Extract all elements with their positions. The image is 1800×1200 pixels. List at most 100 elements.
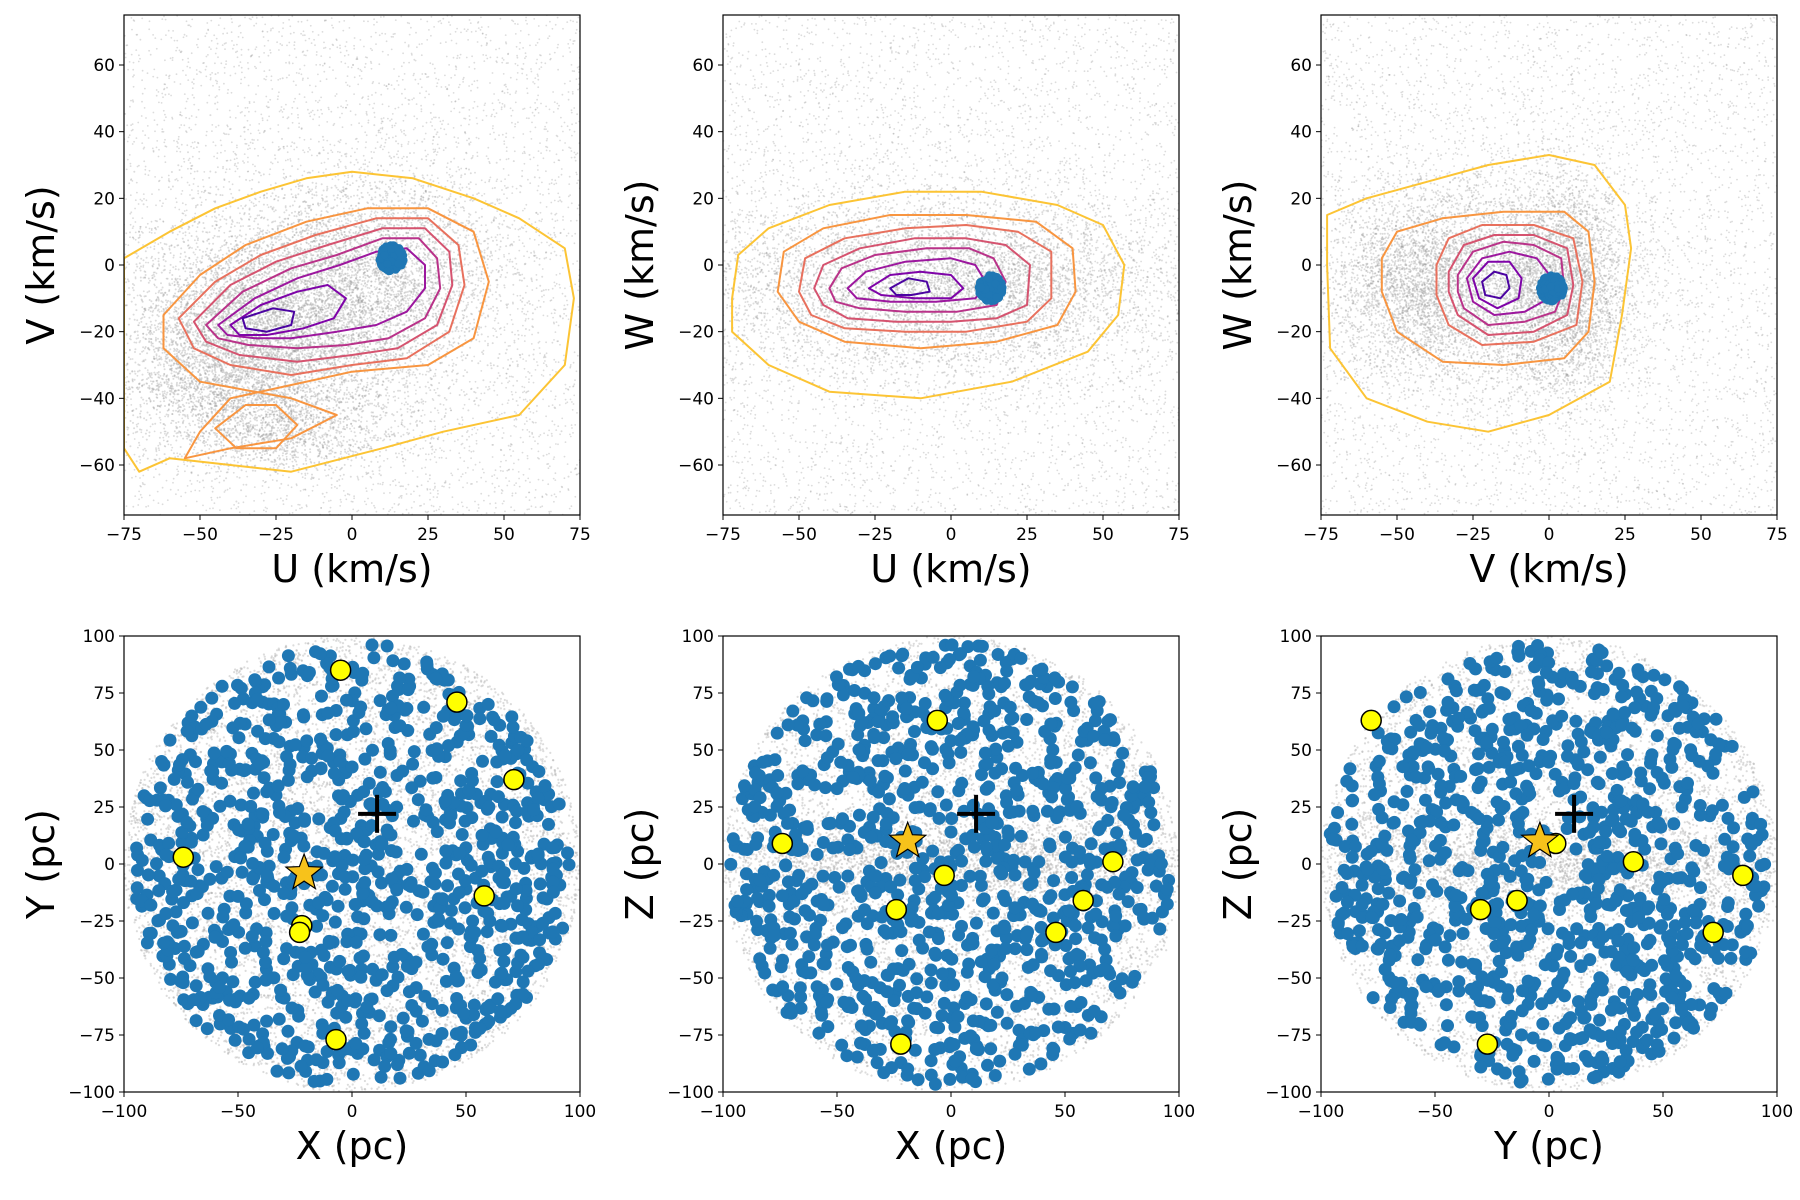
y-tick-label: 75 (93, 684, 115, 704)
highlighted-star-4 (1507, 891, 1527, 911)
x-axis-label: X (pc) (895, 1124, 1008, 1168)
highlighted-star-0 (927, 710, 947, 730)
x-tick-label: −50 (182, 525, 218, 545)
y-axis-label: Z (pc) (1216, 808, 1260, 921)
panel-bottom-right-plot-area (1321, 635, 1777, 1092)
panel-top-left-plot-area (4, 14, 624, 516)
y-tick-label: 50 (692, 741, 714, 761)
x-axis-label: V (km/s) (1469, 547, 1628, 591)
y-axis-label: W (km/s) (618, 180, 662, 351)
highlighted-star-1 (772, 834, 792, 854)
y-axis-label: V (km/s) (19, 185, 63, 344)
x-tick-label: 50 (1054, 1102, 1076, 1122)
x-tick-label: 25 (417, 525, 439, 545)
y-tick-label: 75 (1290, 684, 1312, 704)
y-tick-label: 25 (1290, 798, 1312, 818)
x-tick-label: −75 (106, 525, 142, 545)
moving-group-members (376, 241, 408, 275)
y-tick-label: 75 (692, 684, 714, 704)
background-stars (4, 14, 624, 516)
x-tick-label: −50 (781, 525, 817, 545)
y-tick-label: 100 (682, 627, 714, 647)
x-tick-label: 75 (1766, 525, 1788, 545)
y-tick-label: −25 (678, 912, 714, 932)
y-tick-label: 40 (692, 123, 714, 143)
x-axis-label: Y (pc) (1493, 1124, 1604, 1168)
y-tick-label: −25 (79, 912, 115, 932)
y-tick-label: 0 (1301, 256, 1312, 276)
y-tick-label: −40 (678, 389, 714, 409)
x-tick-label: 100 (1761, 1102, 1793, 1122)
y-tick-label: −50 (678, 969, 714, 989)
x-tick-label: −50 (1417, 1102, 1453, 1122)
x-tick-label: −100 (101, 1102, 148, 1122)
highlighted-star-7 (891, 1034, 911, 1054)
x-tick-label: 50 (1092, 525, 1114, 545)
x-tick-label: 0 (946, 525, 957, 545)
y-tick-label: 0 (703, 855, 714, 875)
x-tick-label: 50 (1690, 525, 1712, 545)
y-tick-label: −75 (678, 1026, 714, 1046)
y-tick-label: −40 (1276, 389, 1312, 409)
highlighted-star-1 (447, 692, 467, 712)
y-tick-label: 0 (104, 256, 115, 276)
highlighted-star-6 (1046, 922, 1066, 942)
highlighted-star-7 (326, 1030, 346, 1050)
x-tick-label: −25 (258, 525, 294, 545)
x-tick-label: 25 (1016, 525, 1038, 545)
background-stars (1241, 14, 1795, 515)
x-tick-label: 0 (1544, 1102, 1555, 1122)
y-axis-label: Z (pc) (618, 808, 662, 921)
x-tick-label: 100 (1163, 1102, 1195, 1122)
x-tick-label: 0 (946, 1102, 957, 1122)
x-tick-label: −75 (705, 525, 741, 545)
highlighted-star-4 (1073, 891, 1093, 911)
highlighted-star-7 (1477, 1034, 1497, 1054)
y-tick-label: 25 (93, 798, 115, 818)
y-axis-label: Y (pc) (19, 809, 63, 920)
x-tick-label: 25 (1614, 525, 1636, 545)
x-tick-label: −25 (857, 525, 893, 545)
x-tick-label: −50 (220, 1102, 256, 1122)
panel-bottom-left-plot-area (123, 637, 580, 1092)
highlighted-star-3 (1733, 865, 1753, 885)
highlighted-star-2 (1103, 852, 1123, 872)
highlighted-star-3 (173, 847, 193, 867)
highlighted-star-3 (934, 865, 954, 885)
y-tick-label: 0 (104, 855, 115, 875)
y-tick-label: 0 (703, 256, 714, 276)
panel-top-right-plot-area (1241, 14, 1795, 515)
y-tick-label: 20 (692, 189, 714, 209)
y-tick-label: 25 (692, 798, 714, 818)
highlighted-star-5 (1471, 900, 1491, 920)
highlighted-star-5 (886, 900, 906, 920)
y-tick-label: 20 (1290, 189, 1312, 209)
y-tick-label: −75 (1276, 1026, 1312, 1046)
x-axis-label: U (km/s) (870, 547, 1031, 591)
y-tick-label: 20 (93, 189, 115, 209)
highlighted-star-4 (474, 886, 494, 906)
x-tick-label: 50 (455, 1102, 477, 1122)
x-axis-label: X (pc) (296, 1124, 409, 1168)
highlighted-star-0 (1361, 710, 1381, 730)
y-tick-label: −50 (1276, 969, 1312, 989)
y-tick-label: −20 (678, 323, 714, 343)
y-tick-label: −60 (1276, 456, 1312, 476)
y-tick-label: 50 (93, 741, 115, 761)
y-tick-label: 60 (1290, 56, 1312, 76)
x-tick-label: −50 (1379, 525, 1415, 545)
y-tick-label: −20 (79, 323, 115, 343)
y-tick-label: 100 (1280, 627, 1312, 647)
y-tick-label: −100 (68, 1083, 115, 1103)
y-tick-label: 60 (93, 56, 115, 76)
y-tick-label: −20 (1276, 323, 1312, 343)
highlighted-star-0 (331, 660, 351, 680)
x-tick-label: −100 (700, 1102, 747, 1122)
y-tick-label: −40 (79, 389, 115, 409)
y-tick-label: −100 (1265, 1083, 1312, 1103)
y-tick-label: −60 (678, 456, 714, 476)
